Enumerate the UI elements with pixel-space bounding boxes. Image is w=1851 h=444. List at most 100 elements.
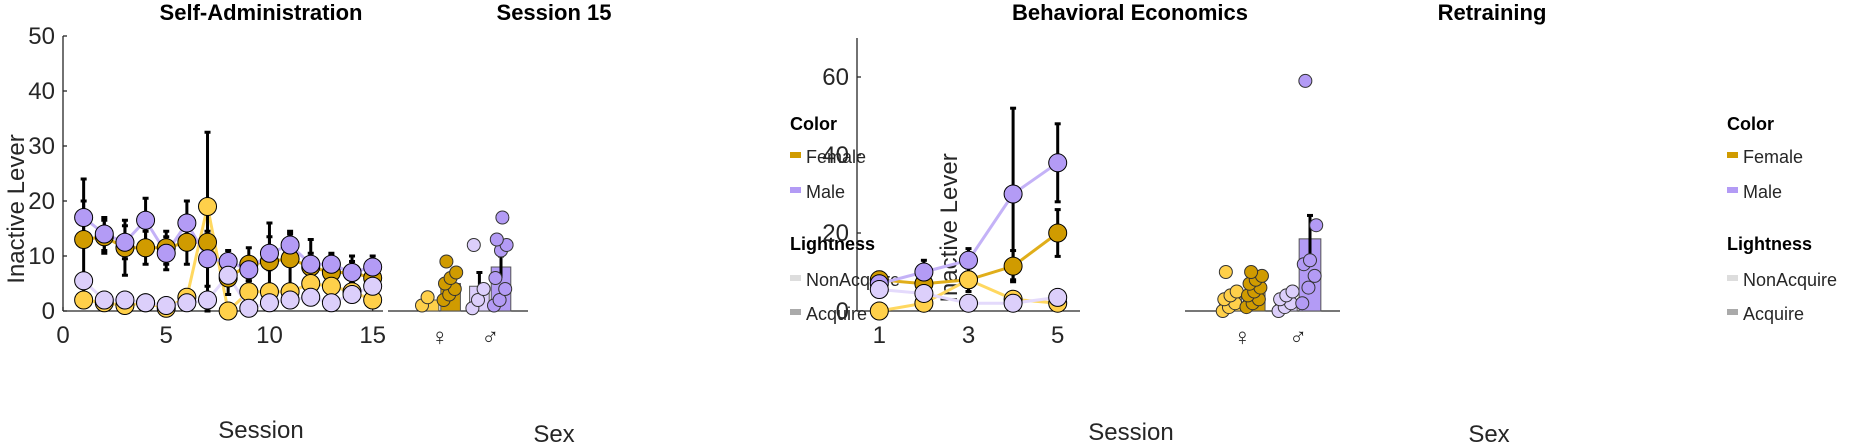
- panel-behavioral-economics: Behavioral Economics Inactive Lever Sess…: [822, 0, 1248, 444]
- x-tick-label: ♀: [1233, 324, 1251, 351]
- data-point-male-nonacquire: [259, 293, 279, 313]
- data-point-male-acquire: [363, 257, 383, 277]
- data-point-male-nonacquire: [321, 293, 341, 313]
- data-point-male-nonacquire: [177, 293, 197, 313]
- individual-point-male-nonacquire: [466, 238, 481, 252]
- legend-nonacquire-label: NonAcquire: [1743, 270, 1837, 290]
- data-point-male-nonacquire: [363, 276, 383, 296]
- y-tick-label: 0: [42, 298, 55, 325]
- x-tick-label: ♂: [1289, 324, 1307, 351]
- data-point-male-nonacquire: [94, 290, 114, 310]
- plot-area: [1215, 73, 1324, 318]
- legend-nonacquire-swatch: [790, 275, 801, 281]
- legend-acquire-swatch: [1727, 309, 1738, 315]
- x-tick-label: 15: [359, 322, 386, 349]
- x-tick-label: 0: [56, 322, 69, 349]
- y-tick-label: 60: [822, 64, 849, 91]
- legend-female-label: Female: [806, 147, 866, 167]
- data-point-male-acquire: [177, 213, 197, 233]
- legend-acquire-label: Acquire: [1743, 304, 1804, 324]
- individual-point-male-acquire: [1295, 296, 1310, 311]
- x-tick-label: 10: [256, 322, 283, 349]
- individual-point-female-acquire: [449, 265, 464, 280]
- data-point-male-nonacquire: [198, 290, 218, 310]
- individual-point-male-acquire: [1307, 268, 1322, 283]
- data-point-female-nonacquire: [321, 276, 341, 296]
- axes: 0 10 20 30 40 50 0 5 10 15: [28, 23, 386, 349]
- legend-lightness-title: Lightness: [790, 234, 875, 254]
- legend-female-swatch: [790, 152, 801, 158]
- legend-female-swatch: [1727, 152, 1738, 158]
- plot-area: [869, 106, 1068, 321]
- x-tick-label: 3: [962, 322, 975, 349]
- data-point-female-nonacquire: [239, 282, 259, 302]
- data-point-female-nonacquire: [218, 301, 238, 321]
- y-tick-label: 30: [28, 133, 55, 160]
- data-point-female-acquire: [177, 232, 197, 252]
- data-point-male-acquire: [259, 243, 279, 263]
- y-axis-label: Inactive Lever: [3, 134, 30, 283]
- axes: ♀ ♂: [388, 310, 528, 351]
- legend-female-label: Female: [1743, 147, 1803, 167]
- data-point-male-acquire: [115, 232, 135, 252]
- x-tick-label: 5: [1051, 322, 1064, 349]
- legend-male-swatch: [790, 187, 801, 193]
- y-tick-label: 10: [28, 243, 55, 270]
- panel-title: Retraining: [1438, 0, 1547, 25]
- data-point-male-acquire: [136, 210, 156, 230]
- data-point-male-nonacquire: [301, 287, 321, 307]
- data-point-male-acquire: [914, 262, 934, 282]
- data-point-male-nonacquire: [914, 283, 934, 303]
- y-tick-label: 0: [836, 298, 849, 325]
- data-point-male-acquire: [342, 263, 362, 282]
- data-point-female-acquire: [136, 238, 156, 258]
- individual-point-male-acquire: [1301, 280, 1316, 295]
- legend-acquire-label: Acquire: [806, 304, 867, 324]
- panel-retraining: Retraining Sex ♀ ♂: [1185, 0, 1546, 444]
- individual-point-male-nonacquire: [471, 293, 485, 307]
- x-tick-label: ♀: [431, 324, 449, 351]
- individual-point-male-acquire: [495, 210, 510, 225]
- legend-male-label: Male: [1743, 182, 1782, 202]
- data-point-female-nonacquire: [74, 290, 94, 310]
- data-point-male-nonacquire: [156, 296, 176, 315]
- x-axis-label: Session: [218, 417, 303, 444]
- individual-point-female-nonacquire: [420, 290, 435, 305]
- data-point-male-nonacquire: [342, 285, 362, 304]
- data-point-male-acquire: [1003, 184, 1023, 204]
- data-point-female-acquire: [74, 230, 94, 249]
- individual-point-male-acquire: [492, 293, 507, 307]
- data-point-male-acquire: [280, 235, 300, 255]
- legend-acquire-swatch: [790, 309, 801, 315]
- x-axis-label: Sex: [533, 421, 574, 444]
- data-point-female-acquire: [198, 232, 218, 252]
- individual-point-male-acquire: [1298, 73, 1313, 88]
- data-point-female-acquire: [1003, 256, 1023, 276]
- individual-point-male-acquire: [1303, 253, 1317, 268]
- individual-point-male-acquire: [488, 271, 503, 285]
- individual-point-female-nonacquire: [1218, 265, 1233, 279]
- axes: 0 20 40 60 1 3 5: [822, 38, 1080, 349]
- data-point-female-acquire: [1048, 223, 1068, 243]
- data-point-male-acquire: [74, 208, 94, 227]
- data-point-male-acquire: [239, 260, 259, 280]
- data-point-male-nonacquire: [869, 280, 889, 300]
- y-tick-label: 40: [822, 142, 849, 169]
- panel-title: Session 15: [497, 0, 612, 25]
- data-point-male-acquire: [1048, 153, 1068, 173]
- data-point-male-nonacquire: [280, 290, 300, 310]
- individual-point-female-acquire: [1244, 265, 1259, 279]
- individual-point-male-acquire: [1309, 218, 1324, 233]
- legend-nonacquire-swatch: [1727, 275, 1738, 281]
- data-point-female-nonacquire: [198, 197, 218, 216]
- y-tick-label: 40: [28, 78, 55, 105]
- legend-male-label: Male: [806, 182, 845, 202]
- data-point-male-acquire: [321, 254, 341, 274]
- panel-title: Self-Administration: [160, 0, 363, 25]
- data-point-male-acquire: [156, 243, 176, 263]
- x-axis-label: Session: [1088, 419, 1173, 444]
- x-tick-label: 1: [873, 322, 886, 349]
- individual-point-male-nonacquire: [1285, 284, 1300, 299]
- data-point-male-nonacquire: [1048, 287, 1068, 307]
- plot-area: [74, 130, 383, 321]
